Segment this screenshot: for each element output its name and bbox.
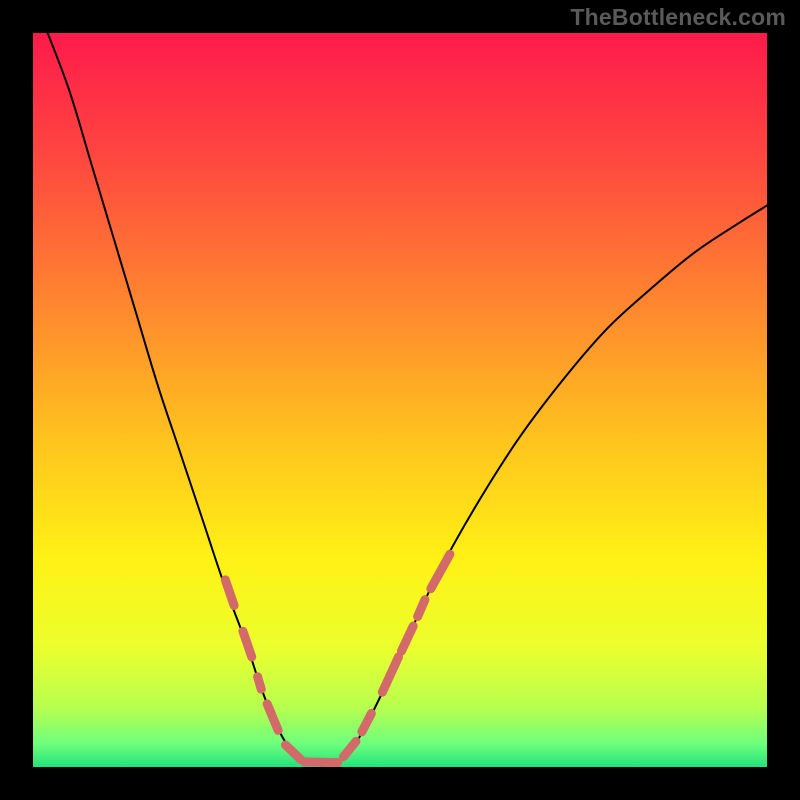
marker-segment (286, 745, 301, 760)
marker-segment (382, 657, 398, 692)
marker-segment (305, 762, 338, 763)
marker-segment (418, 600, 425, 617)
marker-segment (258, 677, 262, 689)
marker-segment (431, 554, 450, 589)
bottleneck-curve (48, 33, 767, 766)
watermark-text: TheBottleneck.com (570, 4, 786, 31)
marker-segment (243, 631, 252, 657)
chart-svg (33, 33, 767, 767)
chart-frame: TheBottleneck.com (0, 0, 800, 800)
marker-segment (225, 580, 234, 606)
marker-segment (401, 626, 413, 651)
plot-area (33, 33, 767, 767)
marker-segment (362, 713, 372, 731)
marker-segment (343, 741, 355, 756)
marker-segment (267, 704, 278, 730)
